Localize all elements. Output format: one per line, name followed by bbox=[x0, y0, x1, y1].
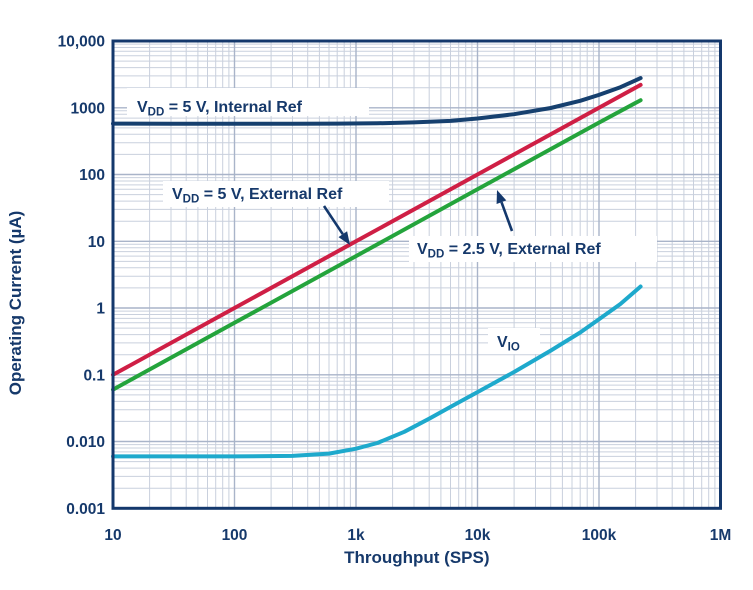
x-axis-title: Throughput (SPS) bbox=[344, 548, 489, 567]
annotation-label-internal-ref: VDD = 5 V, Internal Ref bbox=[137, 99, 303, 119]
x-tick-label: 100k bbox=[582, 527, 617, 544]
y-tick-label: 0.010 bbox=[66, 434, 105, 451]
annotation-bg-label-vio bbox=[488, 328, 540, 354]
annotation-arrow-label-external-ref-2v5 bbox=[500, 201, 514, 232]
series-line-vio bbox=[111, 284, 643, 459]
y-tick-label: 1 bbox=[96, 301, 105, 318]
y-tick-label: 10,000 bbox=[58, 34, 105, 51]
grid-minor-lines bbox=[113, 41, 721, 509]
annotation-arrow-label-external-ref-5v bbox=[322, 205, 344, 235]
annotation-arrowhead-label-external-ref-5v bbox=[338, 231, 350, 245]
series-line-vdd-5-v-internal-ref bbox=[111, 76, 643, 126]
x-tick-label: 10 bbox=[104, 527, 121, 544]
annotation-bg-label-external-ref-5v bbox=[163, 181, 389, 207]
x-tick-label: 100 bbox=[222, 527, 248, 544]
plot-frame bbox=[111, 39, 722, 510]
annotation-bg-label-external-ref-2v5 bbox=[409, 236, 657, 262]
annotation-label-external-ref-5v: VDD = 5 V, External Ref bbox=[172, 186, 343, 206]
y-axis-title: Operating Current (µA) bbox=[6, 211, 25, 396]
y-tick-label: 100 bbox=[79, 167, 105, 184]
x-tick-label: 1k bbox=[347, 527, 365, 544]
y-tick-label: 10 bbox=[88, 234, 105, 251]
x-tick-label: 10k bbox=[465, 527, 491, 544]
y-tick-label: 1000 bbox=[71, 100, 105, 117]
x-tick-label: 1M bbox=[710, 527, 732, 544]
annotation-label-external-ref-2v5: VDD = 2.5 V, External Ref bbox=[417, 241, 601, 261]
annotation-bg-label-internal-ref bbox=[127, 88, 369, 116]
annotation-arrowhead-label-external-ref-2v5 bbox=[496, 190, 507, 204]
series-line-vdd-2-5-v-external-ref bbox=[111, 98, 643, 392]
y-tick-label: 0.001 bbox=[66, 501, 105, 518]
series-line-vdd-5-v-external-ref bbox=[111, 82, 643, 377]
y-tick-label: 0.1 bbox=[83, 367, 105, 384]
